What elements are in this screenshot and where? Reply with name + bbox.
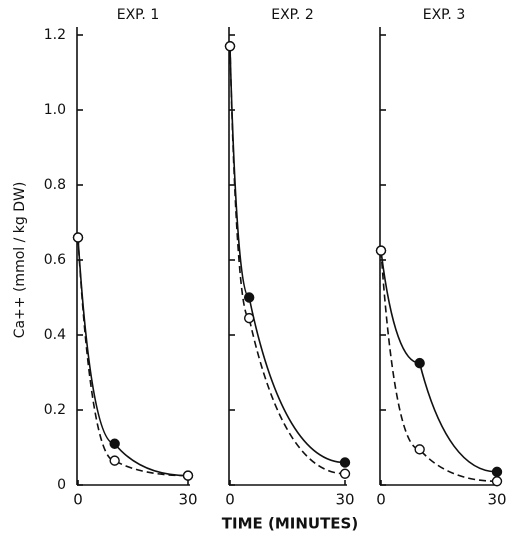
panel-title: EXP. 3	[423, 7, 466, 23]
series-line	[380, 250, 498, 483]
y-tick-label: 0	[57, 477, 66, 493]
data-point	[491, 476, 503, 487]
x-tick-label: 0	[376, 491, 386, 509]
data-point	[109, 455, 120, 466]
y-tick-label: 0.4	[44, 327, 66, 343]
y-axis-label: Ca++ (mmol / kg DW)	[12, 182, 28, 339]
series-line	[380, 250, 498, 473]
y-tick-label: 0.8	[44, 177, 66, 193]
x-axis-label: TIME (MINUTES)	[222, 515, 358, 533]
y-tick-label: 1.0	[44, 102, 66, 118]
series-line	[77, 237, 189, 477]
data-point	[243, 292, 255, 303]
data-point	[243, 312, 255, 324]
series-line	[77, 237, 189, 477]
data-point	[491, 466, 503, 478]
data-point	[339, 457, 351, 468]
x-tick-label: 0	[225, 491, 235, 509]
data-point	[72, 232, 84, 243]
y-tick-label: 1.2	[44, 27, 66, 43]
panel-title: EXP. 1	[117, 7, 160, 23]
data-point	[339, 468, 351, 479]
panel-title: EXP. 2	[271, 7, 314, 23]
x-tick-label: 30	[178, 491, 197, 509]
y-tick-label: 0.2	[44, 402, 66, 418]
y-tick-label: 0.6	[44, 252, 66, 268]
x-tick-label: 0	[73, 491, 83, 509]
data-point	[182, 470, 194, 481]
series-line	[229, 46, 346, 464]
data-point	[414, 444, 425, 455]
data-point	[375, 245, 387, 256]
x-tick-label: 30	[487, 491, 506, 509]
data-point	[224, 41, 236, 52]
x-tick-label: 30	[335, 491, 354, 509]
data-point	[109, 438, 120, 449]
data-point	[414, 357, 425, 369]
series-line	[229, 46, 346, 475]
